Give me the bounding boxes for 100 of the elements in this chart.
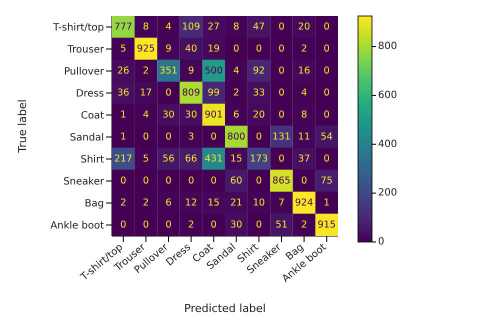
color-bar-label: 0: [378, 236, 384, 248]
data-label: 2: [188, 220, 194, 230]
y-tick-label: Trouser: [66, 44, 105, 56]
data-label: 10: [252, 198, 265, 208]
data-label: 0: [210, 220, 217, 230]
data-label: 4: [233, 66, 240, 76]
data-label: 5: [142, 154, 149, 164]
data-label: 800: [227, 132, 246, 142]
data-label: 6: [165, 198, 172, 208]
data-label: 0: [324, 66, 330, 76]
data-label: 109: [182, 22, 200, 32]
data-label: 173: [250, 154, 268, 164]
data-label: 0: [256, 132, 262, 142]
data-label: 75: [320, 176, 333, 186]
y-tick-label: Bag: [84, 198, 104, 210]
data-label: 915: [318, 220, 336, 230]
data-label: 66: [185, 154, 198, 164]
data-label: 19: [208, 44, 220, 54]
data-label: 777: [114, 22, 132, 32]
data-label: 8: [142, 22, 149, 32]
data-label: 0: [210, 176, 217, 186]
data-label: 0: [142, 132, 149, 142]
data-label: 431: [204, 154, 223, 164]
data-label: 351: [159, 66, 178, 76]
data-label: 2: [142, 198, 149, 208]
data-label: 131: [272, 132, 291, 142]
data-label: 2: [142, 66, 149, 76]
data-label: 11: [298, 132, 310, 142]
data-label: 0: [278, 44, 285, 54]
data-label: 0: [278, 22, 285, 32]
data-label: 4: [165, 22, 172, 32]
x-tick-label: Bag: [284, 242, 306, 263]
data-label: 5: [120, 44, 126, 54]
data-label: 17: [140, 88, 152, 98]
data-label: 0: [165, 176, 172, 186]
data-label: 0: [324, 44, 330, 54]
y-tick-label: Sandal: [70, 132, 104, 144]
data-label: 30: [230, 220, 242, 230]
data-label: 901: [204, 110, 223, 120]
data-label: 0: [165, 132, 172, 142]
data-label: 0: [278, 88, 285, 98]
data-label: 99: [208, 88, 220, 98]
data-label: 0: [165, 88, 172, 98]
data-label: 12: [185, 198, 198, 208]
data-label: 47: [252, 22, 265, 32]
data-label: 924: [295, 198, 314, 208]
data-label: 9: [188, 66, 194, 76]
y-tick-label: Ankle boot: [50, 220, 104, 232]
data-label: 0: [142, 220, 149, 230]
data-label: 2: [301, 44, 308, 54]
data-label: 0: [142, 176, 149, 186]
y-tick-label: Coat: [80, 110, 104, 122]
data-label: 0: [120, 176, 126, 186]
data-label: 925: [136, 44, 155, 54]
data-label: 3: [188, 132, 194, 142]
color-bar-label: 800: [378, 41, 398, 52]
data-label: 0: [120, 220, 126, 230]
y-tick-label: Pullover: [64, 66, 105, 78]
data-label: 7: [278, 198, 285, 208]
data-label: 865: [272, 176, 291, 186]
data-label: 92: [252, 66, 265, 76]
data-label: 0: [278, 154, 285, 164]
y-tick-label: Shirt: [80, 154, 104, 166]
data-label: 27: [208, 22, 220, 32]
data-label: 1: [120, 132, 126, 142]
data-label: 40: [185, 44, 198, 54]
data-label: 37: [298, 154, 310, 164]
data-label: 6: [233, 110, 240, 120]
data-label: 0: [324, 22, 330, 32]
y-tick-label: T-shirt/top: [52, 22, 104, 34]
data-label: 0: [165, 220, 172, 230]
data-label: 33: [252, 88, 265, 98]
data-label: 8: [233, 22, 240, 32]
data-label: 60: [230, 176, 242, 186]
data-label: 51: [275, 220, 288, 230]
data-label: 4: [301, 88, 308, 98]
data-label: 4: [142, 110, 149, 120]
data-label: 0: [256, 44, 262, 54]
data-label: 2: [233, 88, 240, 98]
color-bar-label: 600: [378, 90, 398, 101]
y-tick-label: Sneaker: [63, 176, 105, 188]
data-label: 1: [324, 198, 330, 208]
data-label: 9: [165, 44, 172, 54]
data-label: 0: [278, 110, 285, 120]
data-label: 0: [324, 88, 330, 98]
y-tick-label: Dress: [76, 88, 104, 100]
data-label: 20: [298, 22, 310, 32]
color-bar-label: 400: [378, 138, 398, 150]
data-label: 217: [114, 154, 132, 164]
data-label: 0: [301, 176, 308, 186]
data-label: 20: [252, 110, 265, 120]
data-label: 8: [301, 110, 308, 120]
data-label: 0: [278, 66, 285, 76]
data-label: 15: [208, 198, 220, 208]
data-label: 0: [233, 44, 240, 54]
data-label: 0: [210, 132, 217, 142]
data-label: 0: [324, 154, 330, 164]
data-label: 30: [185, 110, 198, 120]
data-label: 21: [230, 198, 242, 208]
data-label: 0: [256, 220, 262, 230]
